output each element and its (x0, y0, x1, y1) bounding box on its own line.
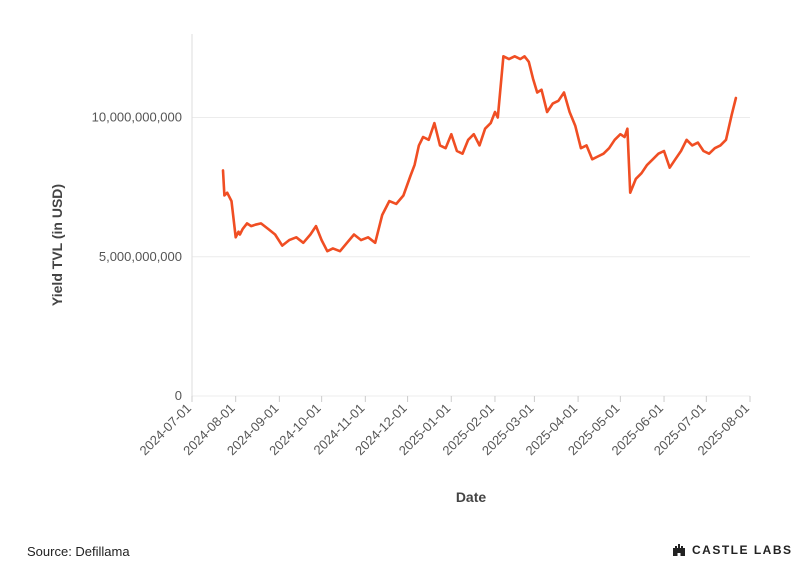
logo-text: CASTLE LABS (692, 543, 793, 557)
x-axis-title: Date (456, 489, 487, 505)
castle-labs-logo: CASTLE LABS (672, 543, 793, 557)
y-tick-label: 5,000,000,000 (99, 249, 182, 264)
chart: 2024-07-012024-08-012024-09-012024-10-01… (49, 34, 752, 505)
y-axis-title: Yield TVL (in USD) (49, 184, 65, 306)
castle-icon (673, 544, 685, 556)
y-tick-label: 10,000,000,000 (92, 110, 182, 125)
series-line (221, 55, 738, 253)
source-note: Source: Defillama (27, 544, 130, 559)
grid-lines (192, 117, 750, 397)
y-tick-label: 0 (175, 388, 182, 403)
y-axis-ticks: 0 5,000,000,000 10,000,000,000 (92, 110, 182, 403)
x-axis-ticks: 2024-07-012024-08-012024-09-012024-10-01… (136, 396, 752, 458)
